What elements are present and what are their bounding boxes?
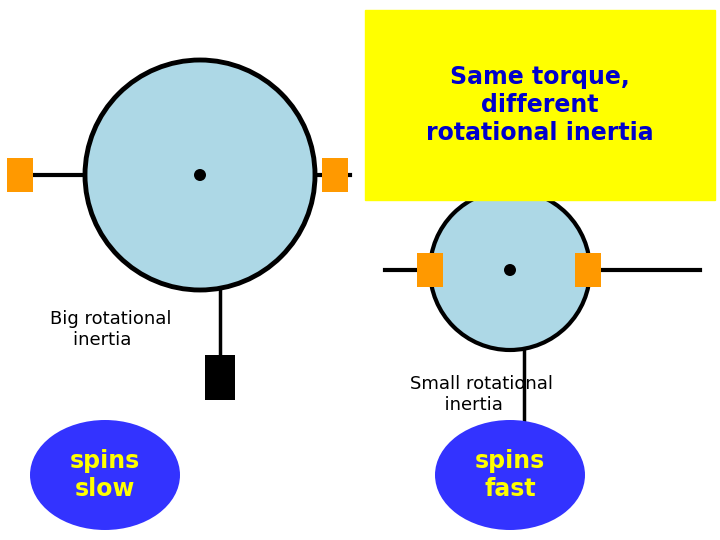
Ellipse shape <box>435 420 585 530</box>
Bar <box>205 355 235 400</box>
Bar <box>205 355 235 400</box>
Text: spins
fast: spins fast <box>475 449 545 501</box>
Bar <box>7 158 33 192</box>
Bar <box>365 10 715 200</box>
Circle shape <box>85 60 315 290</box>
Bar <box>322 158 348 192</box>
Text: Same torque,
different
rotational inertia: Same torque, different rotational inerti… <box>426 65 654 145</box>
Text: Big rotational
    inertia: Big rotational inertia <box>50 310 171 349</box>
Text: Small rotational
      inertia: Small rotational inertia <box>410 375 553 414</box>
Circle shape <box>194 169 206 181</box>
Circle shape <box>504 264 516 276</box>
Circle shape <box>430 190 590 350</box>
Ellipse shape <box>30 420 180 530</box>
Bar <box>575 253 601 287</box>
Text: spins
slow: spins slow <box>70 449 140 501</box>
Bar <box>509 455 539 500</box>
Bar <box>417 253 443 287</box>
